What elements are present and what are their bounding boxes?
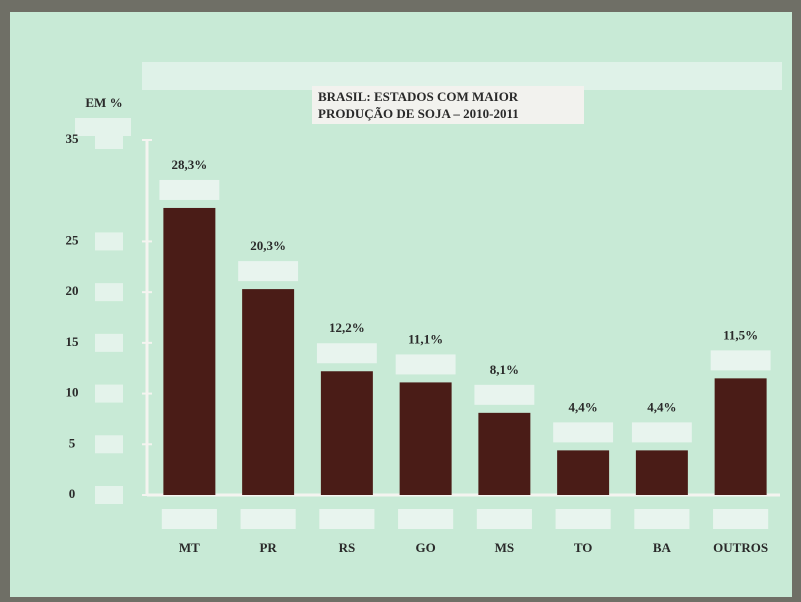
bar	[714, 378, 767, 495]
value-card	[238, 261, 299, 282]
y-tick-label: 35	[66, 131, 80, 146]
y-tick-label: 10	[66, 385, 79, 400]
x-tick-label: TO	[574, 540, 593, 555]
tick-card	[95, 232, 123, 251]
tick-card	[95, 435, 123, 454]
y-axis-label: EM %	[85, 95, 122, 110]
value-card	[631, 422, 692, 443]
value-card	[553, 422, 614, 443]
x-tick-label: PR	[259, 540, 277, 555]
value-label: 20,3%	[250, 238, 286, 253]
value-card	[159, 179, 220, 200]
tick-card	[95, 384, 123, 403]
category-card	[634, 509, 690, 529]
bar	[399, 382, 452, 495]
tick-card	[95, 283, 123, 302]
tick-card	[95, 131, 123, 149]
bar	[478, 412, 531, 495]
category-card	[555, 509, 611, 529]
value-card	[395, 354, 456, 375]
value-label: 12,2%	[329, 320, 365, 335]
value-label: 4,4%	[569, 399, 598, 414]
category-card	[398, 509, 454, 529]
value-label: 28,3%	[172, 157, 208, 172]
tick-card	[95, 333, 123, 352]
bar	[320, 371, 373, 495]
bar	[557, 450, 610, 495]
value-label: 8,1%	[490, 362, 519, 377]
chart-title: BRASIL: ESTADOS COM MAIOR PRODUÇÃO DE SO…	[312, 86, 584, 124]
y-tick-label: 5	[69, 435, 76, 450]
x-tick-label: GO	[416, 540, 436, 555]
value-label: 11,1%	[408, 331, 443, 346]
x-tick-label: OUTROS	[713, 540, 768, 555]
y-tick-label: 0	[69, 486, 76, 501]
value-card	[316, 343, 377, 364]
bar	[242, 289, 295, 495]
tick-card	[95, 486, 123, 504]
value-label: 11,5%	[723, 327, 758, 342]
x-tick-label: RS	[339, 540, 356, 555]
category-card	[713, 509, 769, 529]
bar	[635, 450, 688, 495]
title-card	[142, 62, 782, 90]
y-tick-label: 20	[66, 283, 79, 298]
bar	[163, 207, 216, 495]
category-card	[161, 509, 217, 529]
y-tick-label: 25	[66, 232, 80, 247]
value-card	[710, 350, 771, 371]
category-card	[319, 509, 375, 529]
value-card	[474, 384, 535, 405]
value-label: 4,4%	[647, 399, 676, 414]
category-card	[476, 509, 532, 529]
x-tick-label: MT	[179, 540, 200, 555]
x-tick-label: MS	[495, 540, 515, 555]
x-tick-label: BA	[653, 540, 672, 555]
category-card	[240, 509, 296, 529]
y-tick-label: 15	[66, 334, 80, 349]
